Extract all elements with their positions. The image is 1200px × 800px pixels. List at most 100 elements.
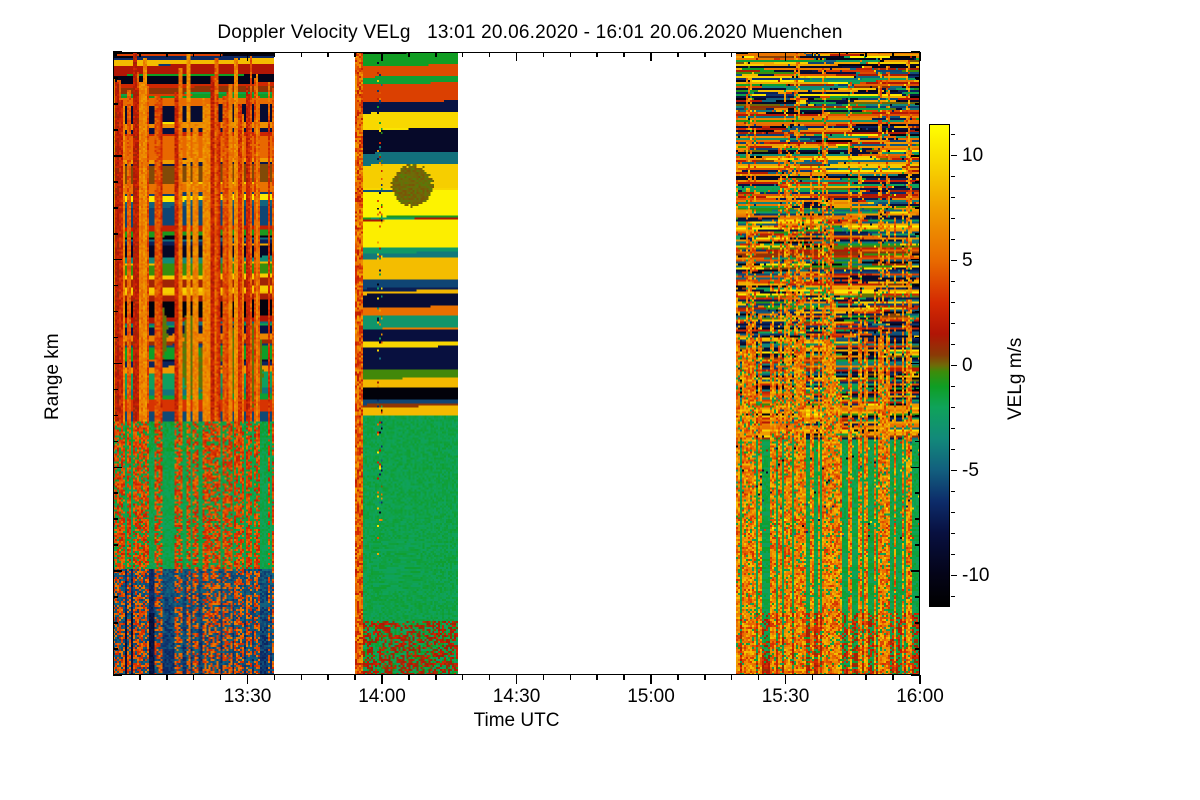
y-tick-mark-3 — [113, 362, 122, 365]
x-tick-mark-4 — [784, 675, 787, 684]
y-minor-tick-right — [915, 414, 920, 417]
y-tick-mark-4 — [113, 258, 122, 261]
x-tick-mark-2 — [515, 675, 518, 684]
x-minor-tick — [435, 675, 437, 680]
x-minor-tick-top — [704, 52, 706, 57]
y-axis-label: Range km — [42, 333, 63, 420]
y-minor-tick — [113, 284, 118, 287]
y-minor-tick-right — [915, 492, 920, 495]
x-minor-tick — [461, 675, 464, 680]
x-minor-tick-top — [838, 52, 841, 57]
x-minor-tick — [892, 675, 894, 680]
x-tick-mark-0 — [246, 675, 249, 684]
colorbar-title: VELg m/s — [1005, 337, 1026, 420]
x-tick-label-5: 16:00 — [896, 686, 944, 707]
x-minor-tick — [273, 675, 276, 680]
x-minor-tick-top — [569, 52, 572, 57]
y-minor-tick-right — [915, 440, 920, 443]
colorbar-tick-mark-4 — [951, 574, 957, 577]
panel-3-canvas — [736, 52, 920, 675]
y-tick-mark-right-4 — [911, 258, 920, 261]
x-tick-label-2: 14:30 — [492, 686, 541, 707]
x-minor-tick-top — [865, 52, 867, 57]
x-tick-label-1: 14:00 — [358, 686, 406, 707]
x-tick-label-3: 15:00 — [627, 686, 675, 707]
y-tick-mark-0 — [113, 674, 122, 676]
y-minor-tick — [113, 596, 118, 598]
x-minor-tick — [139, 675, 141, 680]
x-tick-mark-5 — [919, 675, 921, 684]
colorbar-minor-tick — [951, 238, 955, 241]
y-minor-tick — [113, 180, 118, 183]
x-minor-tick-top — [757, 52, 760, 57]
y-minor-tick — [113, 518, 118, 521]
y-minor-tick — [113, 103, 118, 105]
y-tick-mark-right-6 — [911, 51, 920, 53]
x-minor-tick — [192, 675, 195, 680]
colorbar-minor-tick — [951, 511, 955, 514]
colorbar-tick-label-0: 10 — [962, 144, 984, 166]
colorbar-minor-tick — [951, 301, 955, 304]
colorbar-minor-tick — [951, 490, 955, 493]
colorbar-minor-tick — [951, 406, 955, 409]
colorbar-minor-tick — [951, 427, 955, 430]
y-minor-tick-right — [915, 103, 920, 105]
y-minor-tick — [113, 77, 118, 79]
y-minor-tick-right — [915, 622, 920, 624]
y-tick-mark-right-1 — [911, 570, 920, 572]
y-minor-tick-right — [915, 180, 920, 183]
colorbar-tick-label-3: -5 — [962, 459, 979, 481]
y-minor-tick — [113, 440, 118, 443]
y-minor-tick-right — [915, 544, 920, 546]
x-tick-mark-top-2 — [515, 52, 518, 61]
x-minor-tick — [865, 675, 867, 680]
colorbar-gradient — [930, 125, 949, 606]
y-minor-tick-right — [915, 518, 920, 521]
x-minor-tick-top — [596, 52, 598, 57]
colorbar-minor-tick — [951, 553, 955, 556]
colorbar — [929, 124, 950, 607]
x-minor-tick-top — [542, 52, 545, 57]
colorbar-minor-tick — [951, 343, 955, 346]
x-tick-label-0: 13:30 — [223, 686, 272, 707]
x-tick-mark-top-3 — [650, 52, 652, 61]
x-minor-tick — [488, 675, 491, 680]
x-minor-tick — [354, 675, 356, 680]
colorbar-tick-mark-0 — [951, 154, 957, 157]
colorbar-tick-label-2: 0 — [962, 354, 973, 376]
y-minor-tick-right — [915, 77, 920, 79]
y-minor-tick-right — [915, 388, 920, 391]
x-minor-tick — [219, 675, 222, 680]
x-minor-tick-top — [166, 52, 168, 57]
y-minor-tick — [113, 492, 118, 495]
x-minor-tick-top — [273, 52, 276, 57]
x-minor-tick-top — [408, 52, 410, 57]
panel-2-canvas — [355, 52, 459, 675]
y-minor-tick-right — [915, 284, 920, 287]
heatmap-plot-area — [113, 52, 920, 675]
x-minor-tick — [704, 675, 706, 680]
x-minor-tick — [542, 675, 545, 680]
y-minor-tick — [113, 388, 118, 391]
y-minor-tick — [113, 232, 118, 235]
panel-3 — [736, 52, 920, 675]
x-minor-tick-top — [488, 52, 491, 57]
y-tick-mark-2 — [113, 466, 122, 469]
figure-title: Doppler Velocity VELg 13:01 20.06.2020 -… — [217, 22, 843, 43]
x-minor-tick-top — [192, 52, 195, 57]
y-tick-mark-6 — [113, 51, 122, 53]
x-minor-tick-top — [730, 52, 733, 57]
y-minor-tick — [113, 622, 118, 624]
colorbar-tick-label-4: -10 — [962, 564, 990, 586]
x-minor-tick — [838, 675, 841, 680]
colorbar-minor-tick — [951, 322, 955, 325]
x-minor-tick-top — [461, 52, 464, 57]
colorbar-tick-mark-2 — [951, 364, 957, 367]
y-minor-tick-right — [915, 648, 920, 650]
x-tick-mark-3 — [650, 675, 652, 684]
x-tick-mark-top-1 — [381, 52, 383, 61]
y-tick-mark-1 — [113, 570, 122, 572]
x-minor-tick-top — [892, 52, 894, 57]
y-minor-tick-right — [915, 232, 920, 235]
colorbar-minor-tick — [951, 196, 955, 199]
